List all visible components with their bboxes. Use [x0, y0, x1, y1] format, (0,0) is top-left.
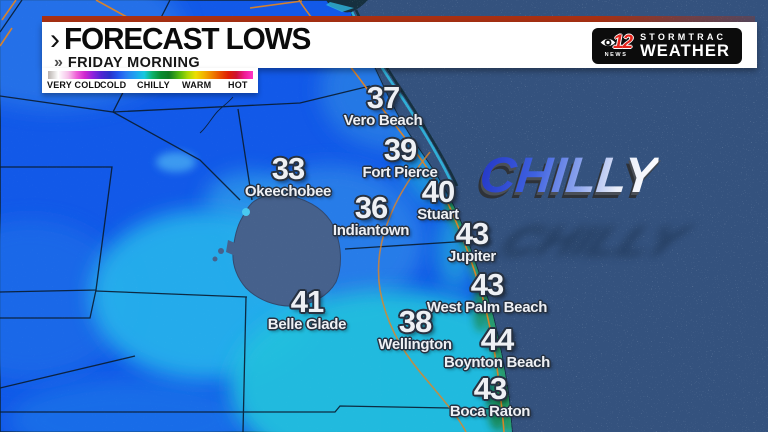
station-news-label: NEWS: [604, 52, 628, 59]
legend-gradient-bar: [48, 71, 253, 79]
title-arrow-icon: ›: [50, 23, 60, 56]
subtitle-arrow-icon: »: [54, 54, 63, 71]
brand-weather: WEATHER: [640, 41, 730, 60]
station-number: 12: [612, 32, 633, 54]
header-band: › FORECAST LOWS » FRIDAY MORNING 12: [42, 21, 757, 71]
chilly-annotation: CHILLY CHILLY CHILLY: [473, 147, 750, 210]
brand-stormtrac: STORMTRAC: [640, 31, 727, 42]
chilly-shadow: CHILLY: [492, 217, 695, 265]
station-logo: 12 NEWS STORMTRAC WEATHER: [588, 25, 745, 67]
legend-label: WARM: [182, 80, 212, 90]
legend-label: CHILLY: [137, 80, 170, 90]
cbs12-badge: 12 NEWS: [600, 32, 633, 59]
page-subtitle: FRIDAY MORNING: [67, 55, 200, 71]
legend-label: HOT: [228, 80, 248, 90]
legend-labels: VERY COLD COLD CHILLY WARM HOT: [42, 80, 258, 91]
page-title: FORECAST LOWS: [64, 21, 311, 56]
legend-label: COLD: [100, 80, 127, 90]
temperature-legend: VERY COLD COLD CHILLY WARM HOT: [42, 68, 258, 93]
header-accent-bar: [42, 16, 755, 22]
legend-label: VERY COLD: [47, 80, 101, 90]
chilly-face: CHILLY: [477, 147, 660, 203]
cbs-eye-icon: [600, 39, 616, 47]
